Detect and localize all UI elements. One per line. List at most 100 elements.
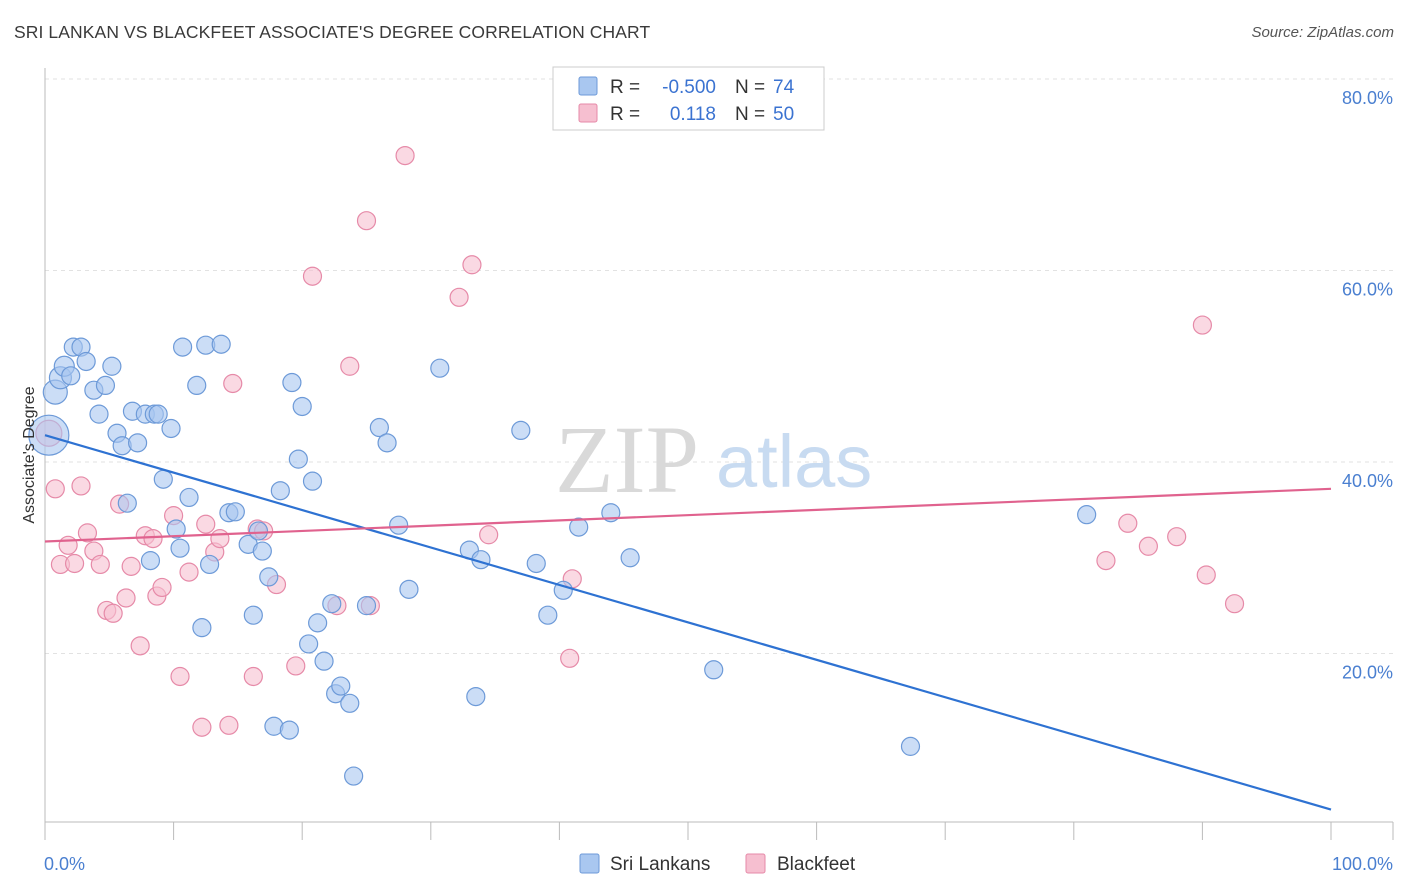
blackfeet-point [1167,527,1187,547]
sri-lankans-point [170,538,190,558]
blackfeet-point [1138,536,1158,556]
blackfeet-point [143,528,163,549]
blackfeet-point [1224,594,1245,614]
legend-n-label-pink: N = [735,104,765,125]
sri-lankans-point [243,605,263,625]
sri-lankans-point [1077,505,1097,525]
blackfeet-point [340,356,360,376]
sri-lankans-point [389,515,409,535]
sri-lankans-point [620,548,640,568]
sri-lankans-point [127,433,148,453]
sri-lankans-point [95,375,116,395]
sri-lankans-point [308,613,328,633]
sri-lankans-point [259,567,279,587]
blackfeet-point [462,255,482,275]
sri-lankans-point [153,469,173,489]
y-tick-labels: 20.0% 40.0% 60.0% 80.0% [1342,88,1393,683]
sri-lankans-point [200,554,220,575]
blackfeet-point [179,562,199,582]
sri-lankans-point [511,420,531,441]
blackfeet-point [58,535,78,555]
blackfeet-point [77,523,98,543]
series-label-sri-lankans: Sri Lankans [610,854,710,875]
sri-lankans-point [299,634,319,654]
sri-lankans-point [538,605,558,625]
sri-lankans-point [399,579,419,599]
sri-lankans-point [356,596,377,616]
sri-lankans-point [192,618,212,638]
sri-lankans-trend-line [44,434,1332,811]
trend-lines [44,434,1332,811]
sri-lankans-points [28,334,1097,786]
sri-lankans-point [161,418,181,439]
blackfeet-point [449,287,469,307]
sri-lankans-point [117,493,137,513]
blackfeet-trend-line [44,487,1332,543]
blackfeet-point [71,476,91,496]
blackfeet-point [103,603,123,623]
sri-lankans-point [331,676,351,696]
stats-legend: R = -0.500 N = 74 R = 0.118 N = 50 [552,66,825,131]
sri-lankans-point [282,372,302,393]
blackfeet-point [223,373,243,394]
legend-n-value-pink: 50 [773,104,794,125]
sri-lankans-point [279,720,299,740]
blackfeet-point [196,514,216,534]
legend-r-label-blue: R = [610,77,640,98]
series-legend: Sri Lankans Blackfeet [579,853,856,875]
watermark-atlas: atlas [716,420,872,503]
legend-r-value-blue: -0.500 [662,77,716,98]
sri-lankans-point [140,551,161,571]
blackfeet-point [479,525,499,545]
legend-n-label-blue: N = [735,77,765,98]
blackfeet-point [1096,551,1116,571]
series-swatch-sri-lankans [579,853,600,874]
sri-lankans-point [248,521,269,541]
sri-lankans-point [292,396,312,417]
blackfeet-point [356,211,377,231]
sri-lankans-point [302,471,323,491]
sri-lankans-point [369,417,389,438]
blackfeet-point [1118,513,1138,533]
y-axis-label: Associate's Degree [21,386,38,523]
sri-lankans-point [344,766,364,786]
blackfeet-point [1192,315,1213,335]
blackfeet-point [243,666,263,687]
source-credit: Source: ZipAtlas.com [1251,24,1394,41]
blackfeet-point [121,556,141,576]
sri-lankans-point [270,481,290,501]
blackfeet-point [286,656,306,676]
blackfeet-point [395,146,415,166]
series-swatch-blackfeet [745,853,766,874]
legend-swatch-blue [578,76,598,96]
sri-lankans-point [322,594,342,614]
sri-lankans-point [704,660,724,680]
blackfeet-point [116,588,136,608]
blackfeet-point [210,528,230,549]
blackfeet-point [560,648,580,668]
sri-lankans-point [225,502,245,522]
sri-lankans-point [102,356,122,376]
sri-lankans-point [466,686,486,707]
sri-lankans-point [76,351,96,372]
sri-lankans-point [377,433,397,453]
legend-swatch-pink [578,103,598,123]
x-tick-label-max: 100.0% [1332,854,1393,874]
blackfeet-point [192,717,212,737]
series-label-blackfeet: Blackfeet [777,854,856,875]
sri-lankans-point [179,487,199,508]
sri-lankans-point [61,366,81,386]
blackfeet-point [152,577,172,598]
gridlines [45,78,1393,654]
sri-lankans-point [314,651,334,671]
sri-lankans-point [187,375,207,395]
y-tick-label: 40.0% [1342,471,1393,491]
y-tick-label: 20.0% [1342,663,1393,683]
blackfeet-point [1196,565,1216,585]
y-tick-label: 80.0% [1342,88,1393,108]
sri-lankans-point [430,358,450,378]
sri-lankans-point [526,553,546,574]
blackfeet-point [64,553,85,574]
sri-lankans-point [89,404,109,424]
